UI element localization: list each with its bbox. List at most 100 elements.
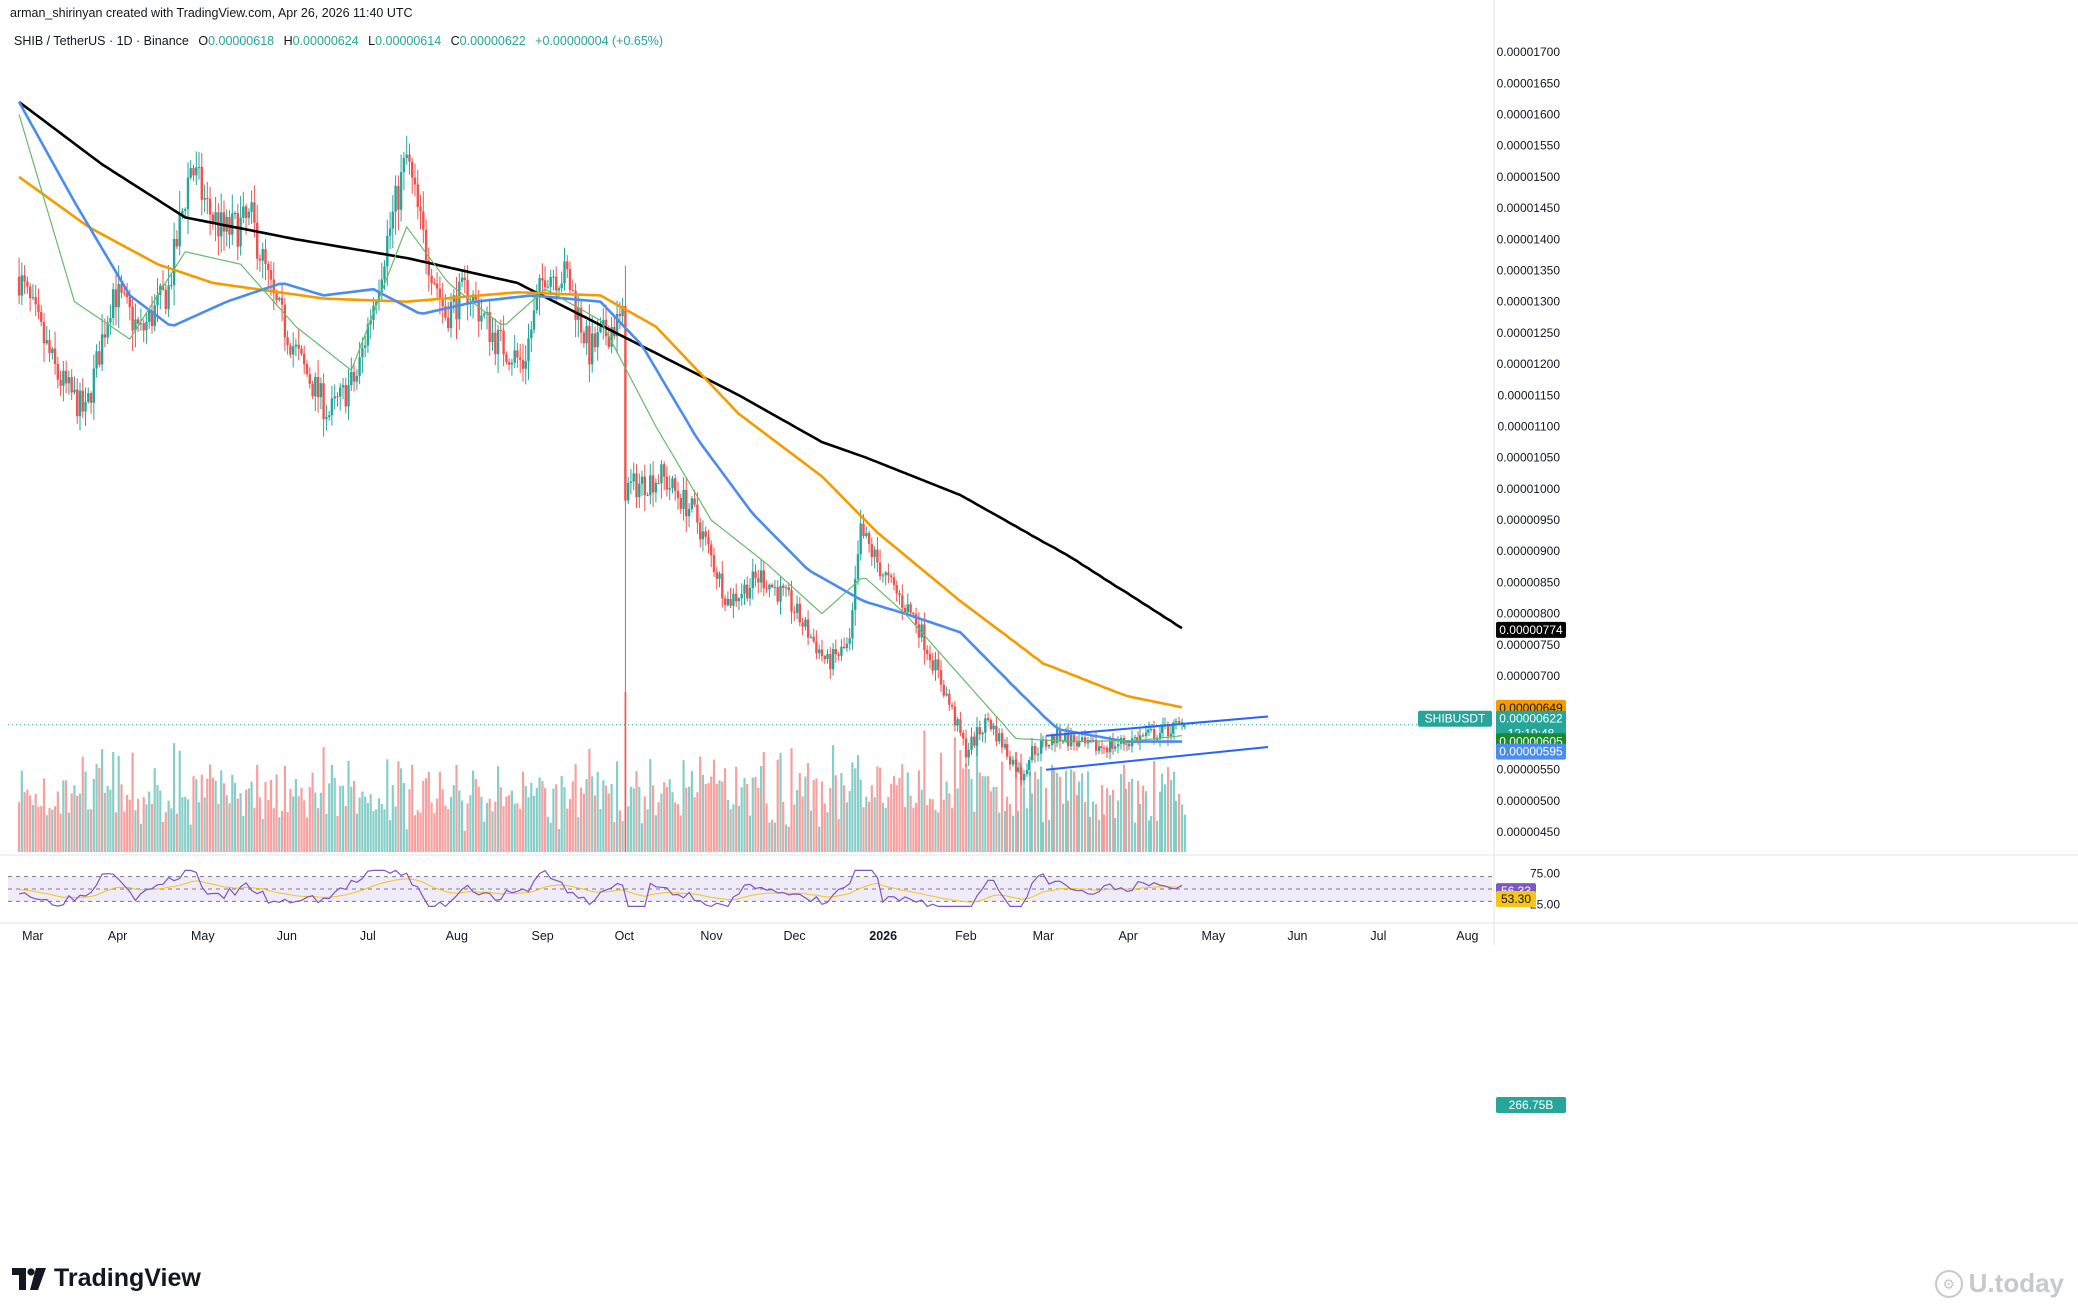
- volume-bar: [161, 821, 165, 852]
- price-tick-label: 0.00000500: [1497, 794, 1561, 808]
- trend-channel: [8, 715, 1492, 771]
- volume-bar: [748, 815, 752, 853]
- candle-body: [78, 390, 82, 417]
- volume-bar: [1145, 791, 1148, 852]
- channel-upper-line: [1045, 715, 1269, 737]
- candle-body: [233, 213, 237, 214]
- candle-body: [1017, 767, 1020, 772]
- candle-body: [624, 305, 627, 501]
- volume-bar: [56, 791, 59, 852]
- candle-body: [1145, 732, 1148, 736]
- volume-bar: [956, 788, 959, 853]
- candle-body: [986, 718, 990, 721]
- volume-bar: [1053, 767, 1056, 853]
- volume-bar: [915, 802, 918, 853]
- volume-bar: [458, 790, 461, 853]
- tradingview-logo[interactable]: TradingView: [12, 1264, 201, 1293]
- candle-body: [485, 312, 489, 314]
- volume-bar: [366, 803, 369, 852]
- volume-bar: [746, 784, 749, 853]
- price-label-box: [1496, 621, 1566, 638]
- volume-bar: [1181, 804, 1184, 852]
- candle-body: [1159, 733, 1162, 740]
- price-tick-label: 0.00000800: [1497, 607, 1561, 621]
- candle-body: [591, 333, 594, 365]
- price-tick-label: 0.00001200: [1497, 357, 1561, 371]
- volume-bar: [640, 823, 644, 852]
- time-tick-label: Sep: [532, 929, 554, 943]
- volume-bar: [1150, 816, 1153, 853]
- candle-body: [394, 185, 397, 212]
- candle-body: [1006, 744, 1009, 757]
- volume-bar: [793, 804, 796, 852]
- candle-body: [139, 323, 143, 325]
- volume-bar: [137, 798, 140, 852]
- candle-body: [801, 622, 804, 627]
- candle-body: [231, 213, 234, 235]
- volume-bar: [992, 786, 995, 852]
- volume-bar: [818, 826, 821, 852]
- candle-body: [854, 579, 857, 611]
- candle-body: [685, 489, 688, 517]
- volume-bar: [607, 793, 610, 852]
- volume-bar: [903, 807, 907, 853]
- candle-body: [546, 286, 550, 288]
- volume-bar: [524, 785, 527, 853]
- volume-bar: [823, 803, 826, 853]
- volume-bar: [892, 776, 896, 852]
- volume-bar: [868, 801, 871, 852]
- volume-bar: [292, 796, 295, 853]
- volume-bar: [1101, 785, 1104, 852]
- price-tick-label: 0.00001650: [1497, 76, 1561, 90]
- candle-body: [671, 478, 674, 489]
- candle-body: [40, 312, 43, 322]
- volume-bar: [200, 774, 203, 852]
- candle-body: [934, 659, 937, 671]
- volume-bar: [186, 799, 190, 852]
- candle-body: [239, 217, 242, 247]
- volume-label-text: 266.75B: [1509, 1098, 1554, 1112]
- volume-bar: [353, 780, 356, 852]
- volume-bar: [535, 787, 538, 853]
- candle-body: [76, 389, 79, 417]
- candle-body: [73, 389, 76, 393]
- candle-body: [579, 307, 583, 333]
- volume-bar: [1031, 793, 1034, 853]
- volume-bar: [1167, 767, 1170, 852]
- candle-body: [524, 361, 527, 369]
- candle-body: [748, 588, 752, 599]
- volume-bar: [427, 772, 430, 853]
- candle-body: [834, 649, 837, 655]
- volume-bar: [333, 777, 336, 852]
- candle-body: [244, 206, 248, 218]
- candle-body: [34, 297, 37, 305]
- candle-body: [51, 348, 54, 354]
- volume-bar: [1076, 795, 1079, 853]
- candle-body: [699, 522, 702, 540]
- volume-bar: [81, 756, 84, 853]
- volume-bar: [142, 797, 145, 852]
- candle-body: [361, 347, 364, 358]
- volume-bar: [40, 806, 43, 852]
- candle-body: [638, 483, 641, 498]
- candle-body: [84, 401, 87, 412]
- volume-bar: [696, 792, 699, 853]
- candle-body: [795, 603, 799, 613]
- candle-body: [483, 313, 486, 316]
- candle-body: [945, 693, 948, 696]
- candle-body: [148, 310, 151, 322]
- candle-body: [386, 235, 389, 267]
- volume-bar: [715, 783, 718, 853]
- candle-body: [292, 346, 295, 355]
- candle-body: [618, 313, 622, 316]
- volume-bar: [303, 800, 306, 853]
- volume-bar: [250, 781, 253, 852]
- candle-body: [131, 307, 134, 331]
- candle-body: [125, 292, 129, 298]
- candle-body: [1076, 742, 1079, 747]
- candle-body: [37, 304, 40, 313]
- candle-body: [172, 239, 176, 285]
- candle-body: [283, 304, 287, 338]
- candle-body: [668, 488, 671, 490]
